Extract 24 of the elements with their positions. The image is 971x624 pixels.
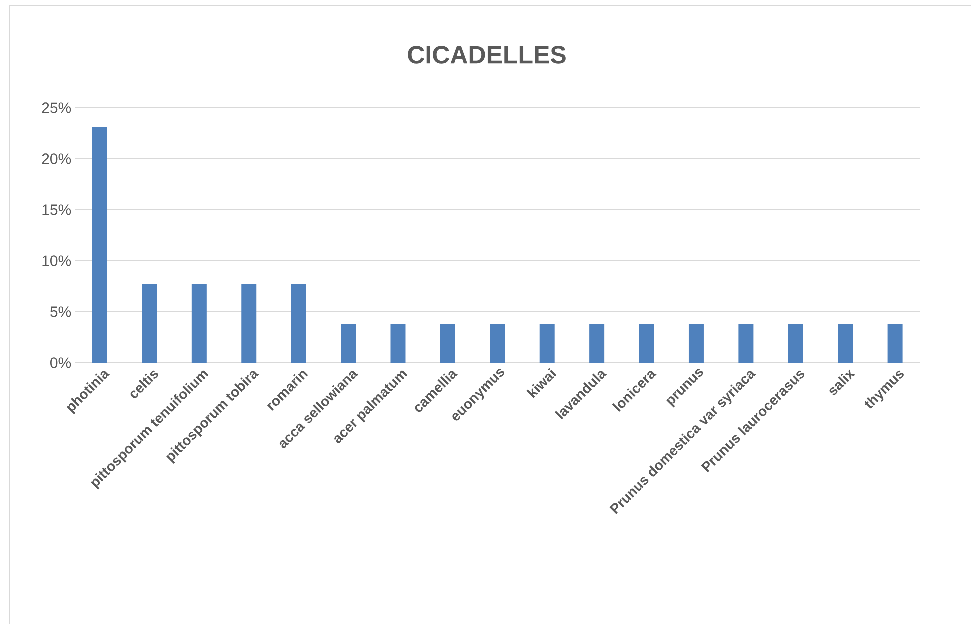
bar (590, 324, 605, 363)
y-tick-label: 10% (42, 256, 72, 266)
bar (738, 324, 754, 363)
bar (838, 324, 854, 363)
y-tick-label: 20% (42, 154, 72, 164)
y-tick-label: 0% (50, 358, 72, 368)
bar (242, 284, 257, 363)
bar (142, 284, 158, 363)
bar (788, 324, 804, 363)
bar (192, 284, 207, 363)
bar (490, 324, 506, 363)
bar (440, 324, 456, 363)
bar (291, 284, 306, 363)
y-tick-label: 5% (50, 306, 72, 318)
bar (688, 324, 704, 363)
bar (92, 127, 108, 363)
bar (341, 324, 356, 363)
bar (540, 324, 555, 363)
y-tick-label: 15% (42, 204, 72, 216)
bar (390, 324, 406, 363)
chart-title: CICADELLES (408, 46, 566, 64)
bar (888, 324, 903, 363)
bar (639, 324, 654, 363)
y-tick-label: 25% (42, 102, 72, 114)
